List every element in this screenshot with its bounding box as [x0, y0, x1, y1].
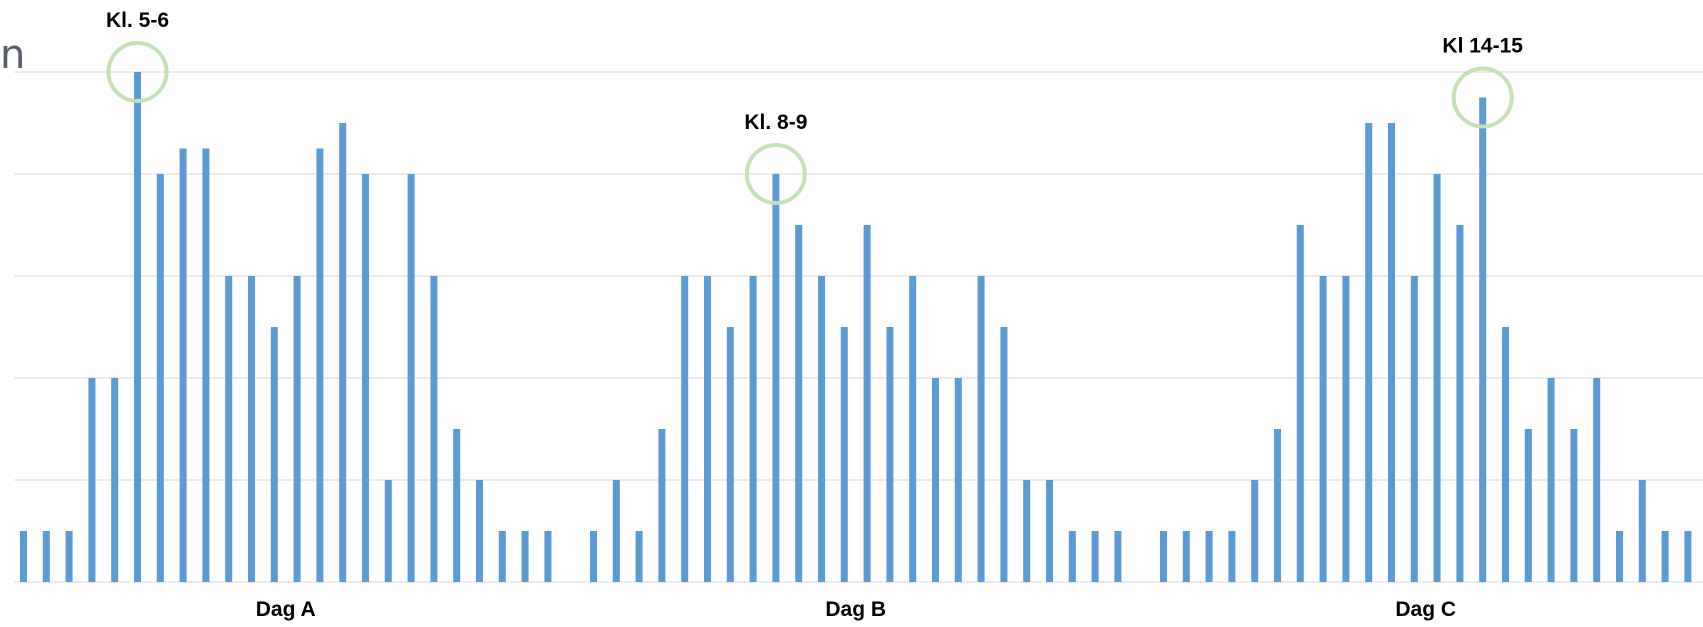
- bar: [1433, 174, 1441, 582]
- bar: [1296, 225, 1304, 582]
- bar: [316, 148, 324, 582]
- bar: [225, 276, 233, 582]
- bar: [954, 378, 962, 582]
- bar: [1365, 123, 1373, 582]
- group-label: Dag A: [256, 598, 316, 621]
- bar: [453, 429, 461, 582]
- bar: [407, 174, 415, 582]
- bar: [590, 531, 597, 582]
- bar: [818, 276, 825, 582]
- bar: [1388, 123, 1395, 582]
- bar: [1502, 327, 1509, 582]
- bar: [1160, 531, 1167, 582]
- annotation-label: Kl 14-15: [1442, 35, 1523, 58]
- bar: [65, 531, 73, 582]
- highlight-circle: [744, 143, 807, 205]
- partial-title-fragment: n: [0, 32, 26, 78]
- group-label: Dag C: [1395, 598, 1456, 621]
- bar: [339, 123, 347, 582]
- bar: [681, 276, 689, 582]
- bar: [909, 276, 917, 582]
- bar: [42, 531, 50, 582]
- bar: [1638, 480, 1646, 582]
- bar: [658, 429, 666, 582]
- bar: [248, 276, 255, 582]
- bar: [932, 378, 939, 582]
- bar: [1684, 531, 1692, 582]
- bar: [1251, 480, 1259, 582]
- bar: [1228, 531, 1236, 582]
- bar: [1182, 531, 1190, 582]
- bar: [544, 531, 552, 582]
- bar: [863, 225, 871, 582]
- bar: [1342, 276, 1350, 582]
- bar: [1046, 480, 1053, 582]
- bar: [1524, 429, 1532, 582]
- bar: [293, 276, 301, 582]
- bar: [1479, 97, 1487, 582]
- bar: [795, 225, 803, 582]
- annotation-label: Kl. 8-9: [744, 111, 807, 134]
- highlight-circle: [106, 41, 169, 103]
- bar: [1547, 378, 1555, 582]
- bar: [1023, 480, 1031, 582]
- bar: [1456, 225, 1464, 582]
- bar: [726, 327, 734, 582]
- bar: [384, 480, 392, 582]
- bar: [1616, 531, 1623, 582]
- bar: [886, 327, 894, 582]
- bar: [1319, 276, 1327, 582]
- bar: [521, 531, 529, 582]
- bar: [270, 327, 278, 582]
- bar: [612, 480, 620, 582]
- bar: [1068, 531, 1076, 582]
- bar: [179, 148, 187, 582]
- bar: [1593, 378, 1601, 582]
- bar: [1114, 531, 1122, 582]
- bar: [498, 531, 506, 582]
- bar: [20, 531, 27, 582]
- bar: [977, 276, 985, 582]
- bar: [88, 378, 96, 582]
- bar: [134, 72, 141, 582]
- bar: [362, 174, 369, 582]
- bar: [749, 276, 757, 582]
- bar: [156, 174, 164, 582]
- bar: [202, 148, 210, 582]
- bar: [476, 480, 483, 582]
- bar: [430, 276, 438, 582]
- bar: [1205, 531, 1213, 582]
- highlight-circle: [1451, 66, 1514, 129]
- annotation-label: Kl. 5-6: [106, 9, 169, 32]
- bar: [1091, 531, 1099, 582]
- bar: [635, 531, 643, 582]
- bar: [1570, 429, 1578, 582]
- bar: [772, 174, 780, 582]
- bar: [1000, 327, 1008, 582]
- bar: [1661, 531, 1669, 582]
- bar: [111, 378, 119, 582]
- bar: [704, 276, 711, 582]
- bar: [840, 327, 848, 582]
- bar: [1410, 276, 1418, 582]
- group-label: Dag B: [825, 598, 886, 621]
- bar: [1274, 429, 1281, 582]
